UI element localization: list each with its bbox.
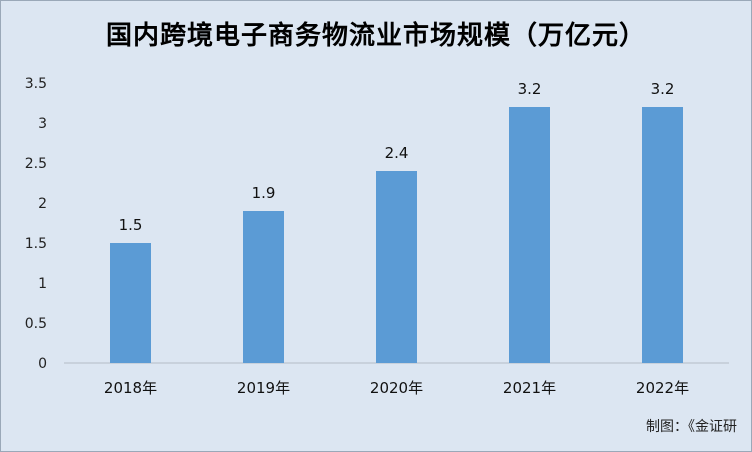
y-tick-label: 0 (38, 356, 47, 372)
chart-credit: 制图：《金证研 (646, 419, 737, 435)
bar (110, 243, 151, 363)
x-tick-label: 2021年 (503, 379, 556, 397)
data-label: 1.9 (252, 184, 276, 202)
y-tick-label: 3 (38, 116, 47, 132)
bar (642, 107, 683, 363)
y-tick-label: 1.5 (25, 236, 47, 252)
bar (243, 211, 284, 363)
x-tick-label: 2018年 (104, 379, 157, 397)
chart-title: 国内跨境电子商务物流业市场规模（万亿元） (105, 21, 646, 51)
y-tick-label: 1 (38, 276, 47, 292)
y-tick-label: 0.5 (25, 316, 47, 332)
data-label: 3.2 (651, 80, 675, 98)
y-tick-label: 2 (38, 196, 47, 212)
x-tick-label: 2020年 (370, 379, 423, 397)
bar (509, 107, 550, 363)
y-tick-label: 2.5 (25, 156, 47, 172)
x-tick-label: 2022年 (636, 379, 689, 397)
data-label: 3.2 (518, 80, 542, 98)
y-tick-label: 3.5 (25, 76, 47, 92)
x-tick-label: 2019年 (237, 379, 290, 397)
bar (376, 171, 417, 363)
data-label: 2.4 (385, 144, 409, 162)
data-label: 1.5 (119, 216, 143, 234)
